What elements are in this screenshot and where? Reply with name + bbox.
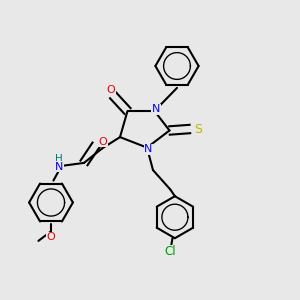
Text: H: H bbox=[55, 154, 63, 164]
Text: O: O bbox=[106, 85, 115, 95]
Text: N: N bbox=[152, 104, 160, 115]
Text: Cl: Cl bbox=[164, 245, 176, 258]
Text: S: S bbox=[194, 122, 202, 136]
Text: N: N bbox=[144, 144, 153, 154]
Text: O: O bbox=[98, 137, 107, 147]
Text: O: O bbox=[46, 232, 56, 242]
Text: N: N bbox=[55, 161, 63, 172]
